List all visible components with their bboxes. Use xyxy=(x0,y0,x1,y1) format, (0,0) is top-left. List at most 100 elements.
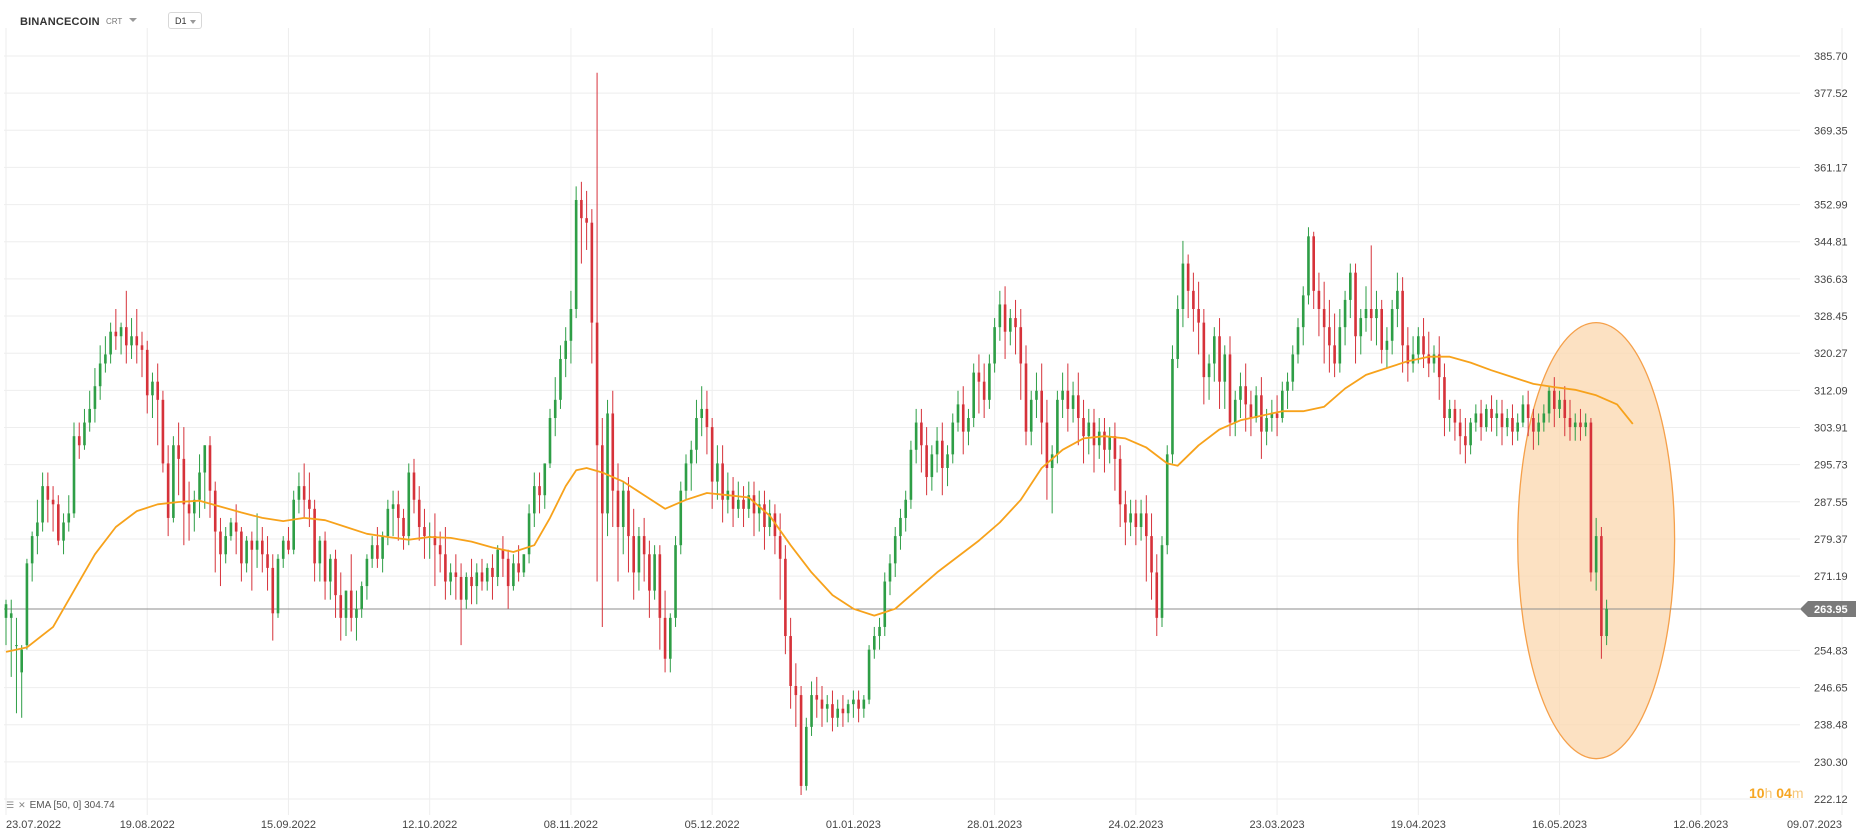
candle-up xyxy=(909,440,913,509)
candle-body xyxy=(873,636,876,650)
candle-body xyxy=(1495,413,1499,419)
candle-body xyxy=(1129,513,1132,523)
y-tick-label: 271.19 xyxy=(1814,571,1848,583)
candle-body xyxy=(695,418,698,450)
candle-body xyxy=(533,486,536,514)
candle-body xyxy=(114,331,118,337)
candle-up xyxy=(946,445,949,487)
candle-body xyxy=(4,604,8,618)
candle-up xyxy=(193,490,196,532)
candle-down xyxy=(177,422,180,496)
candle-up xyxy=(172,436,175,523)
candle-body xyxy=(9,613,13,618)
candle-body xyxy=(737,499,740,509)
candle-body xyxy=(125,327,128,346)
candle-body xyxy=(386,508,390,537)
candle-body xyxy=(323,540,327,582)
candle-up xyxy=(726,472,730,514)
candle-body xyxy=(459,576,463,600)
candle-body xyxy=(1354,272,1357,337)
candle-body xyxy=(1490,408,1493,419)
candle-body xyxy=(1249,404,1253,419)
candle-body xyxy=(77,436,81,446)
candle-body xyxy=(805,726,808,786)
candle-up xyxy=(700,386,703,437)
candle-body xyxy=(852,699,855,705)
candle-body xyxy=(130,336,133,346)
drag-icon[interactable]: ☰ xyxy=(6,800,15,810)
candle-up xyxy=(329,554,332,600)
candle-body xyxy=(857,699,860,709)
candle-body xyxy=(140,345,144,350)
candle-down xyxy=(376,527,379,568)
candle-down xyxy=(166,445,170,537)
candle-down xyxy=(616,463,620,582)
candle-down xyxy=(140,331,144,378)
chart-toolbar: BINANCECOIN CRT D1 xyxy=(0,0,1866,40)
candle-body xyxy=(794,685,798,696)
y-tick-label: 230.30 xyxy=(1814,757,1848,769)
candle-body xyxy=(104,354,107,364)
x-tick-label: 24.02.2023 xyxy=(1108,819,1163,831)
candle-up xyxy=(41,472,44,532)
x-tick-label: 08.11.2022 xyxy=(544,819,598,831)
symbol-type[interactable]: CRT xyxy=(106,17,123,26)
candle-down xyxy=(925,427,928,496)
candle-up xyxy=(36,499,39,555)
candle-down xyxy=(491,554,494,600)
candle-up xyxy=(465,572,468,609)
candle-up xyxy=(386,499,390,546)
candle-down xyxy=(135,308,139,364)
candle-up xyxy=(9,599,13,677)
candle-down xyxy=(423,508,426,559)
timeframe-select[interactable]: D1 xyxy=(168,12,202,29)
candle-up xyxy=(1286,372,1289,409)
candle-up xyxy=(1301,286,1305,346)
candle-body xyxy=(1584,422,1587,428)
candle-body xyxy=(1092,422,1096,446)
x-tick-label: 28.01.2023 xyxy=(967,819,1022,831)
x-tick-label: 19.08.2022 xyxy=(120,819,175,831)
candle-down xyxy=(590,209,594,364)
candle-body xyxy=(308,499,311,509)
timeframe-value: D1 xyxy=(175,16,187,26)
candle-body xyxy=(778,536,782,559)
candle-body xyxy=(203,445,207,473)
candle-body xyxy=(234,522,238,532)
candle-up xyxy=(98,345,102,400)
candle-up xyxy=(548,408,552,468)
candle-down xyxy=(784,545,787,655)
candle-up xyxy=(1516,413,1519,441)
candle-body xyxy=(1485,408,1488,428)
candle-body xyxy=(925,445,928,478)
candle-up xyxy=(15,617,18,714)
candle-body xyxy=(883,581,887,627)
chevron-down-icon[interactable] xyxy=(129,18,137,22)
candle-down xyxy=(977,354,981,414)
candle-down xyxy=(611,390,615,528)
candle-body xyxy=(1301,295,1305,328)
candle-up xyxy=(130,318,133,359)
candle-body xyxy=(967,418,970,432)
close-icon[interactable]: ✕ xyxy=(18,800,26,810)
candle-body xyxy=(397,504,400,518)
candle-down xyxy=(648,540,651,618)
y-tick-label: 222.12 xyxy=(1814,794,1848,806)
candle-body xyxy=(355,608,358,618)
candle-up xyxy=(951,413,955,464)
candle-body xyxy=(109,331,112,355)
candle-up xyxy=(533,472,536,528)
symbol-name[interactable]: BINANCECOIN xyxy=(20,16,100,28)
candle-body xyxy=(1160,545,1164,618)
candle-down xyxy=(1228,336,1232,437)
candle-up xyxy=(1029,390,1033,446)
candle-body xyxy=(977,372,981,382)
candle-up xyxy=(93,368,97,423)
candle-body xyxy=(1040,390,1043,423)
candle-body xyxy=(187,504,191,514)
candle-body xyxy=(1155,572,1159,618)
candle-down xyxy=(1406,327,1410,382)
candle-down xyxy=(1526,390,1530,437)
candle-body xyxy=(1432,354,1436,364)
